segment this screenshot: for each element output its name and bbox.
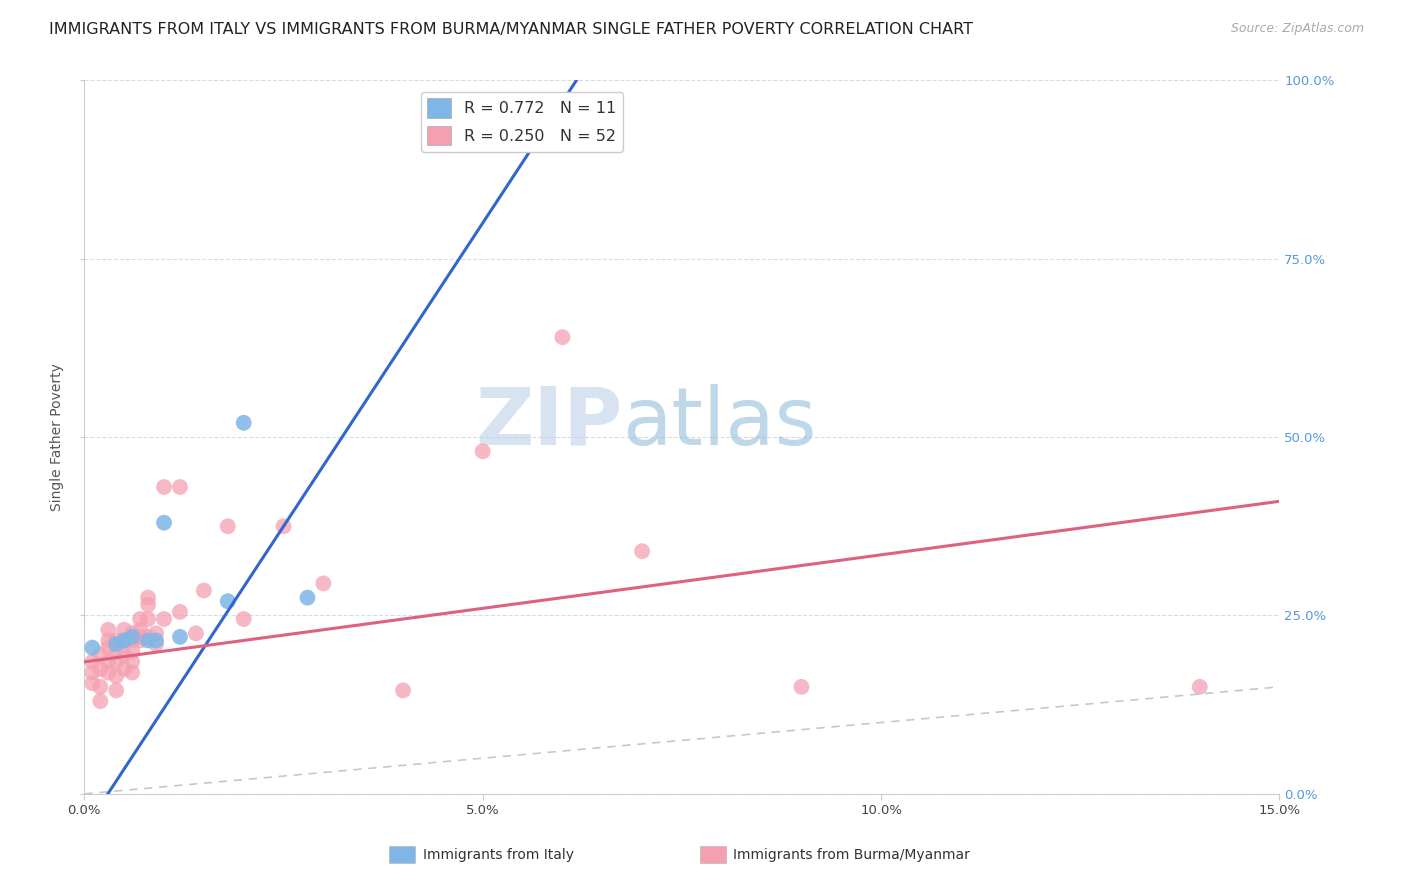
Point [121, 630, 143, 644]
Point [121, 644, 143, 658]
Point [273, 519, 295, 533]
Point [82, 640, 104, 655]
Point [136, 630, 159, 644]
Point [97, 655, 120, 669]
Point [169, 605, 191, 619]
Point [232, 612, 254, 626]
Legend: R = 0.772   N = 11, R = 0.250   N = 52: R = 0.772 N = 11, R = 0.250 N = 52 [420, 92, 623, 152]
Point [105, 655, 128, 669]
Point [105, 669, 128, 683]
Point [105, 644, 128, 658]
Point [89, 648, 111, 662]
Point [112, 633, 135, 648]
Point [105, 637, 128, 651]
Point [392, 683, 415, 698]
Point [89, 662, 111, 676]
Point [97, 640, 120, 655]
Point [232, 416, 254, 430]
Point [105, 633, 128, 648]
Point [297, 591, 319, 605]
Point [312, 576, 335, 591]
Y-axis label: Single Father Poverty: Single Father Poverty [51, 363, 65, 511]
Point [129, 630, 152, 644]
Point [121, 655, 143, 669]
Point [89, 694, 111, 708]
Text: ZIP: ZIP [475, 384, 623, 462]
Point [136, 598, 159, 612]
Text: Source: ZipAtlas.com: Source: ZipAtlas.com [1230, 22, 1364, 36]
Point [145, 633, 167, 648]
Point [153, 516, 176, 530]
Point [169, 480, 191, 494]
Point [82, 665, 104, 680]
Text: atlas: atlas [623, 384, 817, 462]
Point [790, 680, 813, 694]
Point [112, 648, 135, 662]
Point [82, 676, 104, 690]
Point [121, 633, 143, 648]
Point [136, 633, 159, 648]
Point [1188, 680, 1211, 694]
Point [112, 662, 135, 676]
Point [121, 665, 143, 680]
Point [112, 623, 135, 637]
Point [105, 683, 128, 698]
Point [153, 480, 176, 494]
Point [82, 655, 104, 669]
Point [136, 591, 159, 605]
Point [184, 626, 207, 640]
Point [153, 612, 176, 626]
Point [97, 623, 120, 637]
Point [121, 626, 143, 640]
FancyBboxPatch shape [700, 846, 725, 863]
Point [217, 519, 239, 533]
Point [145, 626, 167, 640]
Point [471, 444, 494, 458]
Text: Immigrants from Italy: Immigrants from Italy [423, 847, 574, 862]
Point [169, 630, 191, 644]
Point [551, 330, 574, 344]
Point [129, 612, 152, 626]
Point [97, 633, 120, 648]
Point [129, 633, 152, 648]
Point [112, 633, 135, 648]
FancyBboxPatch shape [389, 846, 415, 863]
Text: IMMIGRANTS FROM ITALY VS IMMIGRANTS FROM BURMA/MYANMAR SINGLE FATHER POVERTY COR: IMMIGRANTS FROM ITALY VS IMMIGRANTS FROM… [49, 22, 973, 37]
Text: Immigrants from Burma/Myanmar: Immigrants from Burma/Myanmar [734, 847, 970, 862]
Point [97, 665, 120, 680]
Point [145, 637, 167, 651]
Point [193, 583, 215, 598]
Point [129, 623, 152, 637]
Point [631, 544, 654, 558]
Point [136, 612, 159, 626]
Point [217, 594, 239, 608]
Point [89, 680, 111, 694]
